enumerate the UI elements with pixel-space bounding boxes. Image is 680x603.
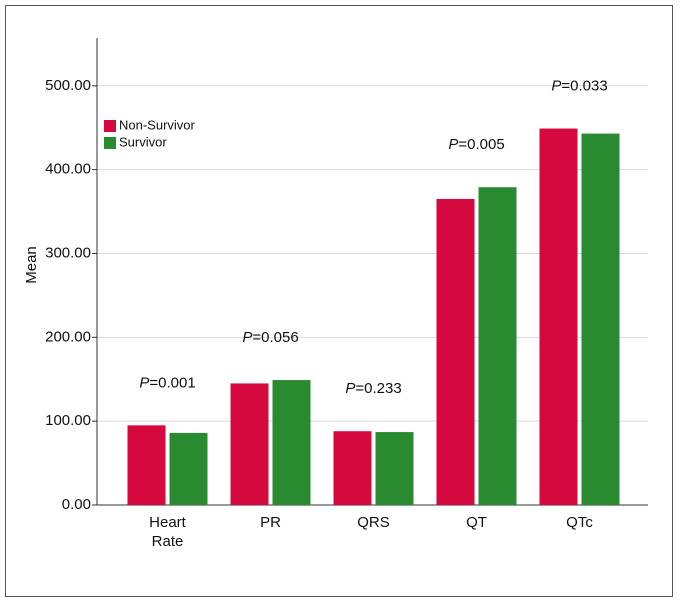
p-value: =0.233 (355, 380, 401, 397)
y-tick-label: 100.00 (45, 412, 91, 429)
x-tick-label: QTc (566, 514, 593, 531)
p-value-annotation: P=0.033 (551, 78, 607, 95)
bar (169, 432, 208, 505)
p-value-annotation: P=0.056 (242, 329, 298, 346)
p-value-annotation: P=0.233 (345, 380, 401, 397)
p-value: =0.033 (561, 78, 607, 95)
bar (436, 198, 475, 505)
legend-label: Survivor (119, 134, 167, 149)
y-axis-label: Mean (23, 246, 40, 284)
y-tick-label: 300.00 (45, 244, 91, 261)
x-tick-label: Rate (152, 533, 184, 550)
legend-label: Non-Survivor (119, 117, 196, 132)
p-value-annotation: P=0.001 (139, 374, 195, 391)
bar (478, 187, 517, 506)
p-value: =0.056 (252, 329, 298, 346)
x-tick-label: QRS (357, 514, 390, 531)
bar (127, 425, 166, 505)
frame (5, 5, 673, 597)
p-italic: P (139, 374, 149, 391)
p-italic: P (242, 329, 252, 346)
p-value: =0.005 (458, 136, 504, 153)
legend-swatch (104, 137, 116, 149)
bar (539, 128, 578, 505)
bar (333, 431, 372, 505)
bar (230, 383, 269, 505)
p-value: =0.001 (149, 374, 195, 391)
y-tick-label: 200.00 (45, 328, 91, 345)
y-tick-label: 0.00 (62, 496, 91, 513)
p-value-annotation: P=0.005 (448, 136, 504, 153)
p-italic: P (448, 136, 458, 153)
y-tick-label: 400.00 (45, 161, 91, 178)
p-italic: P (345, 380, 355, 397)
p-italic: P (551, 78, 561, 95)
bar (375, 432, 414, 505)
x-tick-label: QT (466, 514, 487, 531)
legend-swatch (104, 120, 116, 132)
bar (272, 380, 311, 505)
x-tick-label: Heart (149, 514, 187, 531)
y-tick-label: 500.00 (45, 77, 91, 94)
bar (581, 133, 620, 505)
x-tick-label: PR (260, 514, 281, 531)
